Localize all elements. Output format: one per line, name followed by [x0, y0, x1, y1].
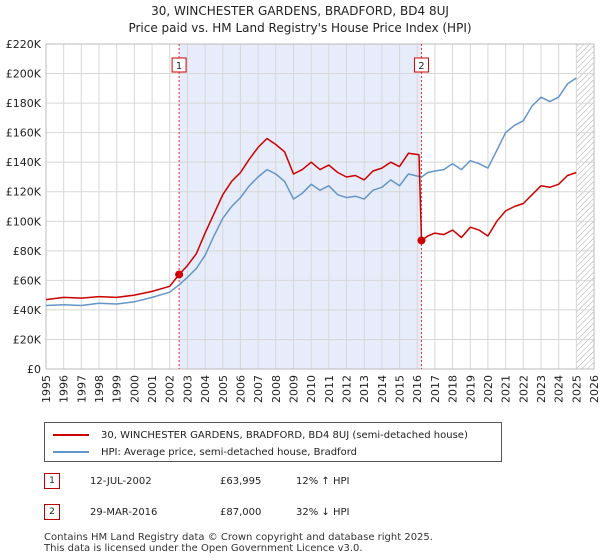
annotation-badge-1: 1 [44, 473, 60, 489]
x-tick-label: 2015 [394, 375, 407, 403]
plot-frame [45, 43, 595, 370]
legend-swatch-red [53, 434, 89, 436]
y-tick-label: £140K [6, 156, 42, 169]
x-tick-label: 2000 [128, 375, 141, 403]
x-tick-label: 2021 [500, 375, 513, 403]
y-tick-label: £160K [6, 127, 42, 140]
x-tick-label: 1997 [75, 375, 88, 403]
x-tick-label: 2013 [358, 375, 371, 403]
x-tick-label: 1995 [40, 375, 53, 403]
x-tick-label: 2014 [376, 375, 389, 403]
footer: Contains HM Land Registry data © Crown c… [44, 532, 433, 554]
y-tick-label: £0 [27, 363, 41, 376]
x-tick-label: 2023 [535, 375, 548, 403]
x-tick-label: 2017 [429, 375, 442, 403]
x-tick-label: 2005 [217, 375, 230, 403]
annotation-price-2: £87,000 [220, 506, 262, 518]
y-tick-label: £120K [6, 186, 42, 199]
x-tick-label: 2011 [323, 375, 336, 403]
chart-subtitle: Price paid vs. HM Land Registry's House … [128, 21, 471, 35]
annotation-box-label-2: 2 [418, 61, 424, 72]
y-tick-label: £60K [13, 274, 42, 287]
x-tick-label: 1996 [58, 375, 71, 403]
forecast-hatch [576, 44, 594, 369]
x-tick-label: 2016 [411, 375, 424, 403]
legend-item-price-paid: 30, WINCHESTER GARDENS, BRADFORD, BD4 8U… [53, 427, 468, 443]
annotation-box-1 [171, 57, 187, 73]
y-tick-label: £40K [13, 304, 42, 317]
sale-marker-2 [417, 236, 426, 245]
legend-swatch-blue [53, 451, 89, 453]
x-tick-label: 2012 [341, 375, 354, 403]
x-tick-label: 2007 [252, 375, 265, 403]
legend-label-price-paid: 30, WINCHESTER GARDENS, BRADFORD, BD4 8U… [101, 429, 468, 441]
annotation-box-label-1: 1 [176, 61, 182, 72]
x-tick-label: 2019 [464, 375, 477, 403]
annotation-row-2: 2 29-MAR-2016 £87,000 32% ↓ HPI [44, 503, 444, 521]
series-price-paid-line [45, 137, 577, 301]
annotation-box-2 [413, 57, 429, 73]
annotation-delta-1: 12% ↑ HPI [296, 475, 350, 487]
ownership-shade [179, 44, 422, 369]
footer-copyright: Contains HM Land Registry data © Crown c… [44, 532, 433, 543]
chart: 30, WINCHESTER GARDENS, BRADFORD, BD4 8U… [6, 4, 600, 403]
y-tick-label: £180K [6, 97, 42, 110]
x-tick-label: 1999 [111, 375, 124, 403]
chart-title: 30, WINCHESTER GARDENS, BRADFORD, BD4 8U… [151, 4, 449, 18]
x-tick-label: 2004 [199, 375, 212, 403]
legend-label-hpi: HPI: Average price, semi-detached house,… [101, 446, 357, 458]
x-tick-label: 1998 [93, 375, 106, 403]
x-tick-label: 2008 [270, 375, 283, 403]
x-tick-label: 2010 [305, 375, 318, 403]
annotation-price-1: £63,995 [220, 475, 262, 487]
x-tick-label: 2026 [588, 375, 600, 403]
x-tick-label: 2025 [570, 375, 583, 403]
annotation-row-1: 1 12-JUL-2002 £63,995 12% ↑ HPI [44, 472, 444, 490]
y-tick-label: £100K [6, 215, 42, 228]
x-tick-label: 2022 [517, 375, 530, 403]
y-tick-label: £80K [13, 245, 42, 258]
annotation-date-2: 29-MAR-2016 [90, 506, 158, 518]
y-tick-label: £20K [13, 333, 42, 346]
annotation-badge-2: 2 [44, 504, 60, 520]
y-tick-label: £220K [6, 38, 42, 51]
x-tick-label: 2006 [234, 375, 247, 403]
legend: 30, WINCHESTER GARDENS, BRADFORD, BD4 8U… [44, 422, 502, 462]
x-tick-label: 2024 [553, 375, 566, 403]
sale-marker-1 [175, 270, 184, 279]
annotation-date-1: 12-JUL-2002 [90, 475, 152, 487]
x-tick-label: 2020 [482, 375, 495, 403]
x-tick-label: 2003 [181, 375, 194, 403]
legend-item-hpi: HPI: Average price, semi-detached house,… [53, 444, 357, 460]
y-tick-label: £200K [6, 68, 42, 81]
series-hpi-line [45, 77, 577, 307]
footer-licence: This data is licensed under the Open Gov… [44, 543, 363, 554]
x-tick-label: 2001 [146, 375, 159, 403]
annotation-delta-2: 32% ↓ HPI [296, 506, 350, 518]
x-tick-label: 2002 [164, 375, 177, 403]
x-tick-label: 2018 [447, 375, 460, 403]
x-tick-label: 2009 [287, 375, 300, 403]
